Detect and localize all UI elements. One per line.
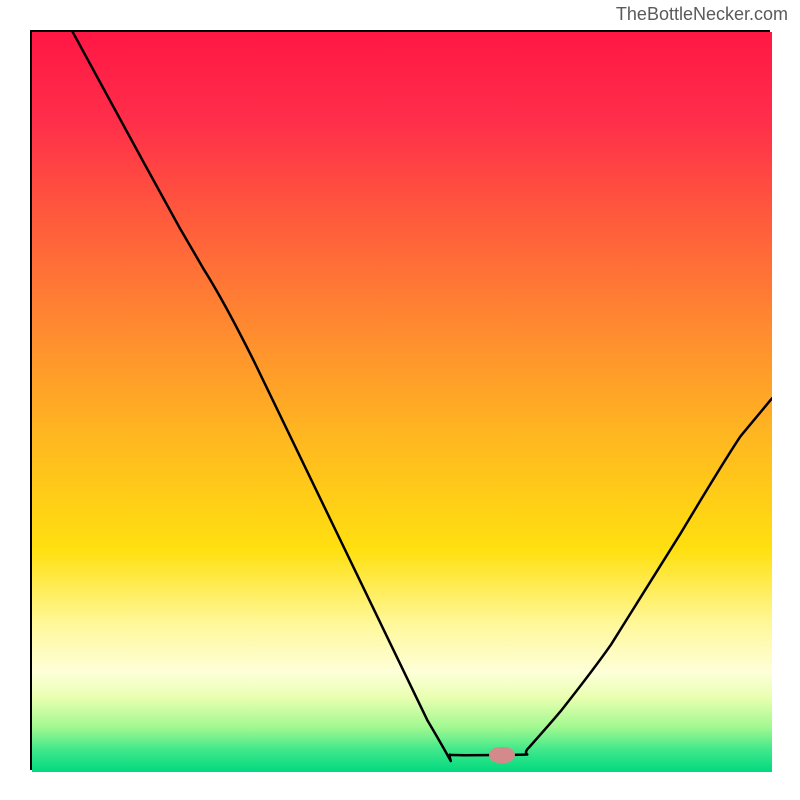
chart-background — [32, 32, 772, 772]
optimal-point-marker — [489, 747, 515, 763]
chart-svg — [32, 32, 772, 772]
bottleneck-chart — [30, 30, 770, 770]
attribution-text: TheBottleNecker.com — [616, 4, 788, 25]
